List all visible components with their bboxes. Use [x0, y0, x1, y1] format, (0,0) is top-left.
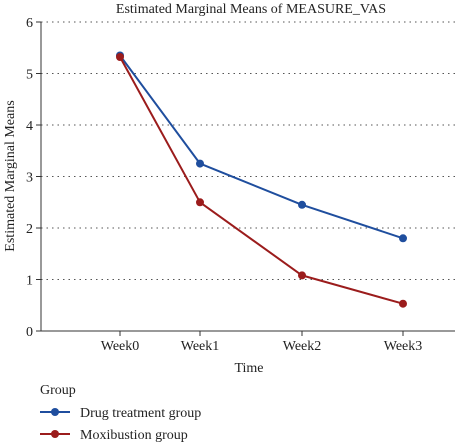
legend-title: Group	[40, 383, 76, 398]
legend-label: Moxibustion group	[80, 428, 188, 443]
data-point	[196, 198, 204, 207]
y-tick-label: 2	[26, 222, 33, 237]
y-tick-label: 6	[26, 16, 33, 31]
y-tick-label: 3	[26, 171, 33, 186]
axes	[36, 21, 455, 336]
legend-marker	[51, 430, 59, 438]
data-point	[399, 299, 407, 308]
tick-labels: 0 1 2 3 4 5 6 Week0 Week1 Week2 Week3	[26, 16, 422, 354]
data-point	[196, 159, 204, 168]
series-1	[116, 51, 407, 243]
y-tick-label: 1	[26, 274, 33, 289]
series-line	[119, 54, 404, 240]
legend-item-1: Drug treatment group	[40, 406, 201, 421]
y-tick-label: 0	[26, 325, 33, 340]
data-point	[116, 53, 124, 61]
data-point	[298, 271, 306, 280]
data-point	[298, 200, 306, 209]
x-axis-label: Time	[234, 361, 263, 376]
data-point	[399, 234, 407, 243]
y-tick-label: 4	[26, 119, 33, 134]
chart-title: Estimated Marginal Means of MEASURE_VAS	[116, 2, 386, 17]
x-tick-label: Week0	[101, 339, 140, 354]
gridlines	[41, 21, 455, 280]
y-axis-label: Estimated Marginal Means	[3, 100, 18, 251]
legend-label: Drug treatment group	[80, 406, 201, 421]
series-2	[116, 53, 407, 308]
x-tick-label: Week2	[283, 339, 322, 354]
y-tick-label: 5	[26, 68, 33, 83]
series-lines	[116, 51, 407, 308]
legend: Group Drug treatment group Moxibustion gr…	[40, 383, 201, 443]
series-line	[119, 56, 404, 305]
x-tick-label: Week1	[181, 339, 220, 354]
legend-item-2: Moxibustion group	[40, 428, 188, 443]
x-tick-label: Week3	[384, 339, 423, 354]
legend-marker	[51, 408, 59, 416]
